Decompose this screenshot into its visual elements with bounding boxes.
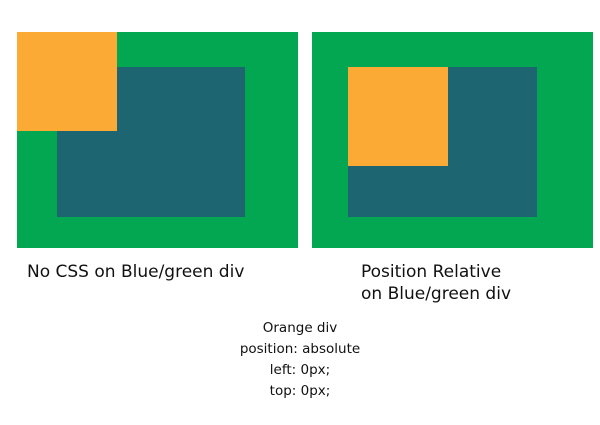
orange-div-absolute-relative-to-page (17, 32, 117, 131)
caption-position-relative-line2: on Blue/green div (361, 284, 512, 304)
orange-div-css-note: Orange div position: absolute left: 0px;… (0, 318, 600, 402)
orange-div-absolute-inside-relative (348, 67, 448, 166)
code-note-line1: Orange div (262, 320, 338, 336)
code-note-line4: top: 0px; (269, 383, 331, 399)
example-no-css-green-container (17, 32, 298, 248)
caption-no-css: No CSS on Blue/green div (27, 262, 245, 282)
code-note-line2: position: absolute (239, 341, 361, 357)
example-position-relative-green-container (312, 32, 593, 248)
caption-position-relative-line1: Position Relative (361, 262, 502, 282)
code-note-line3: left: 0px; (269, 362, 331, 378)
blue-green-div-relative (348, 67, 537, 217)
caption-position-relative: Position Relative on Blue/green div (361, 261, 511, 305)
